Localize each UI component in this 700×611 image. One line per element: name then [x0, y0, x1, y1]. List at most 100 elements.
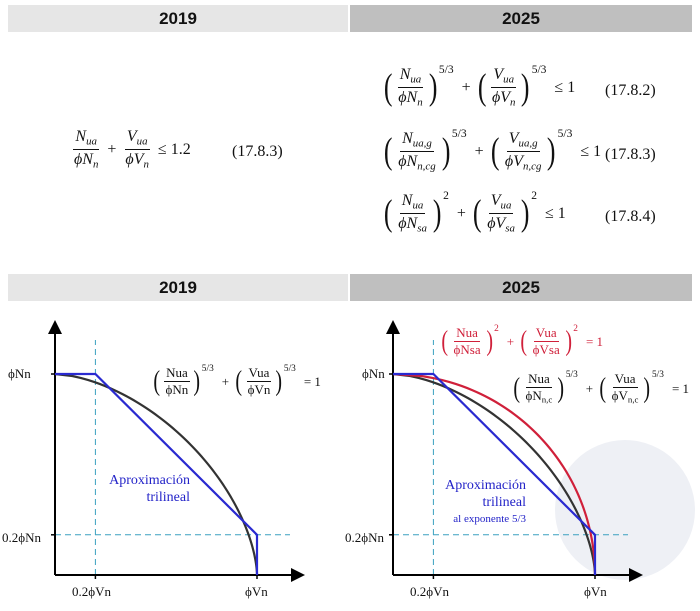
denominator-symbol: ϕVsa [532, 342, 560, 358]
numerator: Nua [73, 128, 99, 151]
exponent: 5/3 [283, 364, 296, 374]
subscript: ua,g [518, 137, 538, 150]
numerator-symbol: Vua [126, 128, 148, 148]
subscript: sa [505, 222, 515, 235]
left-paren: ( [153, 365, 161, 397]
numerator: Vua,g [506, 130, 540, 153]
right-paren: ) [547, 130, 556, 172]
curve-equation-2019: (Nua ϕNn) 5/3 +(Vua ϕVn) 5/3 = 1 [152, 364, 326, 398]
exponent: 5/3 [438, 64, 454, 76]
numerator: Vua [491, 66, 517, 89]
plus-sign: + [506, 333, 515, 349]
subscript: ua [503, 73, 515, 86]
denominator: ϕVsa [531, 342, 562, 357]
numerator: Vua [612, 371, 638, 389]
header-2025-plot: 2025 [350, 274, 692, 301]
right-paren: ) [557, 372, 565, 404]
x-tick-0.2phiVn-2019: 0.2ϕVn [72, 584, 111, 599]
subscript: ua,g [412, 137, 432, 150]
numerator-symbol: Vua [490, 192, 512, 212]
left-paren: ( [513, 372, 521, 404]
exponent: 5/3 [651, 370, 664, 380]
equation-label-17-8-3: (17.8.3) [605, 146, 656, 163]
equation-label-17-8-4: (17.8.4) [605, 208, 656, 225]
numerator: Vua [488, 192, 514, 215]
exponent: 2 [531, 190, 537, 202]
left-paren: ( [472, 192, 482, 234]
left-paren: ( [383, 192, 393, 234]
right-paren: ) [565, 325, 572, 357]
subscript: n [143, 158, 149, 171]
numerator: Nua [399, 192, 426, 215]
denominator: ϕNsa [396, 214, 429, 235]
right-paren: ) [193, 365, 201, 397]
subscript: n,cg [522, 160, 542, 173]
y-tick-phiNn-2019: ϕNn [8, 366, 31, 381]
denominator-symbol: ϕVn [247, 382, 271, 398]
denominator: ϕNn [164, 382, 191, 397]
plus-sign: + [474, 142, 484, 160]
relation: ≤ 1 [544, 204, 566, 222]
right-paren: ) [275, 365, 283, 397]
denominator: ϕVn [123, 150, 151, 171]
equation-17-8-4: (Nua ϕNsa) 2 +(Vua ϕVsa) 2 ≤ 1 [382, 190, 571, 235]
relation: ≤ 1.2 [157, 140, 191, 158]
series-5-3-interaction [392, 372, 597, 576]
denominator: ϕVn [490, 88, 518, 109]
header-2019-plot: 2019 [8, 274, 348, 301]
y-tick-0.2phiNn-2019: 0.2ϕNn [2, 530, 41, 545]
fraction: Vua ϕVsa [485, 192, 517, 235]
plus-sign: + [461, 78, 471, 96]
denominator-symbol: ϕNn [74, 151, 99, 171]
numerator-symbol: Nua [399, 66, 422, 86]
denominator-symbol: ϕVn [125, 151, 149, 171]
denominator: ϕVn,c [610, 388, 641, 405]
denominator-symbol: ϕNn,c [525, 388, 553, 405]
numerator: Nua [397, 66, 424, 89]
relation: = 1 [671, 380, 690, 396]
exponent: 5/3 [557, 128, 573, 140]
trilinear-label-2025: Aproximación trilineal al exponente 5/3 [440, 477, 526, 528]
red-curve-equation-2025: (Nua ϕNsa) 2 +(Vua ϕVsa) 2 = 1 [440, 324, 608, 358]
denominator-symbol: ϕNn,cg [398, 153, 436, 173]
exponent: 5/3 [201, 364, 214, 374]
y-axis-arrow [48, 320, 62, 334]
relation: = 1 [585, 333, 604, 349]
x-tick-phiVn-2019: ϕVn [245, 584, 268, 599]
fraction: Nua ϕNn [72, 128, 100, 171]
denominator: ϕVn,cg [503, 152, 543, 173]
exponent: 2 [494, 324, 499, 334]
relation: = 1 [303, 373, 321, 389]
relation: ≤ 1 [554, 78, 576, 96]
denominator: ϕNn [396, 88, 424, 109]
left-paren: ( [235, 365, 243, 397]
right-paren: ) [521, 66, 530, 108]
numerator: Vua [246, 365, 272, 383]
relation: ≤ 1 [580, 142, 602, 160]
equation-label-17-8-2: (17.8.2) [605, 82, 656, 99]
numerator-symbol: Vua,g [508, 130, 538, 150]
fraction: Nua ϕNsa [452, 325, 483, 358]
numerator-symbol: Nua,g [402, 130, 432, 150]
header-2025-equations: 2025 [350, 5, 692, 32]
x-tick-phiVn-2025: ϕVn [584, 584, 607, 599]
numerator-symbol: Nua [401, 192, 424, 212]
numerator-symbol: Vua [493, 66, 515, 86]
denominator: ϕVn [246, 382, 273, 397]
equation-2019: Nua ϕNn + Vua ϕVn ≤ 1.2 [70, 128, 196, 171]
subscript: n [92, 158, 99, 171]
series-aproximaci-n-trilineal-al-exponente-5-3 [393, 372, 597, 575]
fraction: Nua ϕNn [164, 365, 191, 398]
numerator-symbol: Nua [528, 371, 550, 386]
numerator: Nua,g [400, 130, 434, 153]
numerator-symbol: Nua [456, 325, 478, 340]
numerator: Vua [533, 325, 559, 343]
right-paren: ) [486, 325, 493, 357]
exponent: 5/3 [451, 128, 467, 140]
fraction: Nua ϕNsa [396, 192, 429, 235]
numerator-symbol: Nua [166, 365, 188, 380]
fraction: Nua ϕNn [396, 66, 424, 109]
equation-17-8-2: (Nua ϕNn) 5/3 +(Vua ϕVn) 5/3 ≤ 1 [382, 64, 580, 109]
y-tick-0.2phiNn-2025: 0.2ϕNn [345, 530, 384, 545]
